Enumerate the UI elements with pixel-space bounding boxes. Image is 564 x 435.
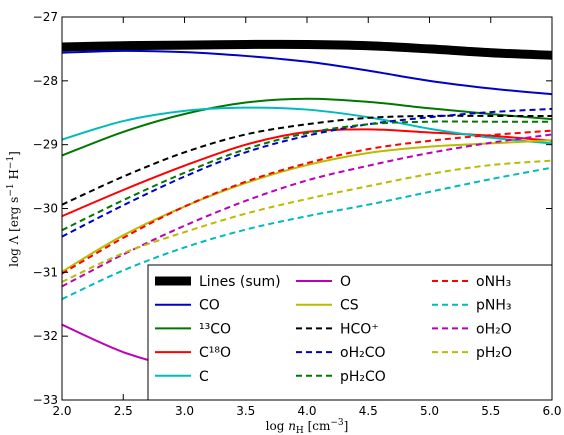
legend-label: CS [340, 298, 359, 314]
series-line-c18o [62, 128, 552, 218]
x-tick-label: 3.5 [236, 404, 255, 418]
y-tick-label: −32 [33, 329, 58, 343]
legend-entry-c: C [155, 369, 209, 385]
legend-entry-pnh3: pNH₃ [432, 298, 512, 314]
legend: Lines (sum)CO¹³COC¹⁸OCOCSHCO⁺oH₂COpH₂COo… [147, 264, 553, 401]
legend-entry-oh2co: oH₂CO [296, 345, 386, 361]
legend-label: CO [199, 298, 220, 314]
x-tick-label: 6.0 [542, 404, 561, 418]
legend-label: ¹³CO [199, 321, 231, 337]
x-tick-label: 4.0 [297, 404, 316, 418]
series-line-ph2co [62, 120, 552, 232]
x-axis-label: log nH [cm−3] [266, 418, 349, 435]
x-tick-label: 4.5 [359, 404, 378, 418]
legend-entry-oh2o: oH₂O [432, 321, 512, 337]
legend-items: Lines (sum)CO¹³COC¹⁸OCOCSHCO⁺oH₂COpH₂COo… [155, 274, 512, 385]
legend-label: oH₂O [476, 321, 512, 337]
y-tick-label: −31 [33, 265, 58, 279]
legend-label: C [199, 369, 209, 385]
legend-entry-ph2o: pH₂O [432, 345, 512, 361]
legend-entry-onh3: oNH₃ [432, 274, 511, 290]
legend-entry-ph2co: pH₂CO [296, 369, 386, 385]
legend-entry-cs: CS [296, 298, 359, 314]
x-tick-label: 5.5 [481, 404, 500, 418]
legend-label: Lines (sum) [199, 274, 281, 290]
y-tick-label: −33 [33, 393, 58, 407]
series-line-onh3 [62, 129, 552, 275]
x-tick-label: 2.0 [52, 404, 71, 418]
legend-entry-co: CO [155, 298, 220, 314]
x-tick-label: 5.0 [420, 404, 439, 418]
series-line-oh2co [62, 107, 552, 238]
legend-label: O [340, 274, 351, 290]
y-tick-label: −28 [33, 74, 58, 88]
series-line-oh2o [62, 133, 552, 288]
legend-label: HCO⁺ [340, 321, 379, 337]
y-tick-label: −29 [33, 138, 58, 152]
series-layer [62, 39, 552, 400]
legend-label: oH₂CO [340, 345, 386, 361]
legend-label: pH₂O [476, 345, 512, 361]
x-tick-label: 2.5 [114, 404, 133, 418]
legend-label: oNH₃ [476, 274, 511, 290]
legend-entry-c18o: C¹⁸O [155, 345, 231, 361]
series-line-o [62, 323, 306, 400]
legend-box [147, 264, 553, 401]
series-line-c [62, 106, 552, 145]
series-line-13co [62, 97, 552, 157]
legend-label: pNH₃ [476, 298, 512, 314]
x-tick-label: 3.0 [175, 404, 194, 418]
legend-entry-o: O [296, 274, 351, 290]
series-line-hco [62, 114, 552, 206]
series-line-co [62, 49, 552, 96]
y-tick-label: −30 [33, 202, 58, 216]
series-line-lines-sum [62, 39, 552, 60]
legend-label: pH₂CO [340, 369, 386, 385]
legend-label: C¹⁸O [199, 345, 231, 361]
series-line-ph2o [62, 159, 552, 283]
y-tick-label: −27 [33, 10, 58, 24]
y-axis-label: log Λ [erg s−1 H−1] [6, 151, 21, 267]
legend-entry-13co: ¹³CO [155, 321, 231, 337]
legend-entry-hco: HCO⁺ [296, 321, 379, 337]
legend-entry-lines-sum: Lines (sum) [155, 274, 281, 290]
series-line-cs [62, 139, 552, 273]
